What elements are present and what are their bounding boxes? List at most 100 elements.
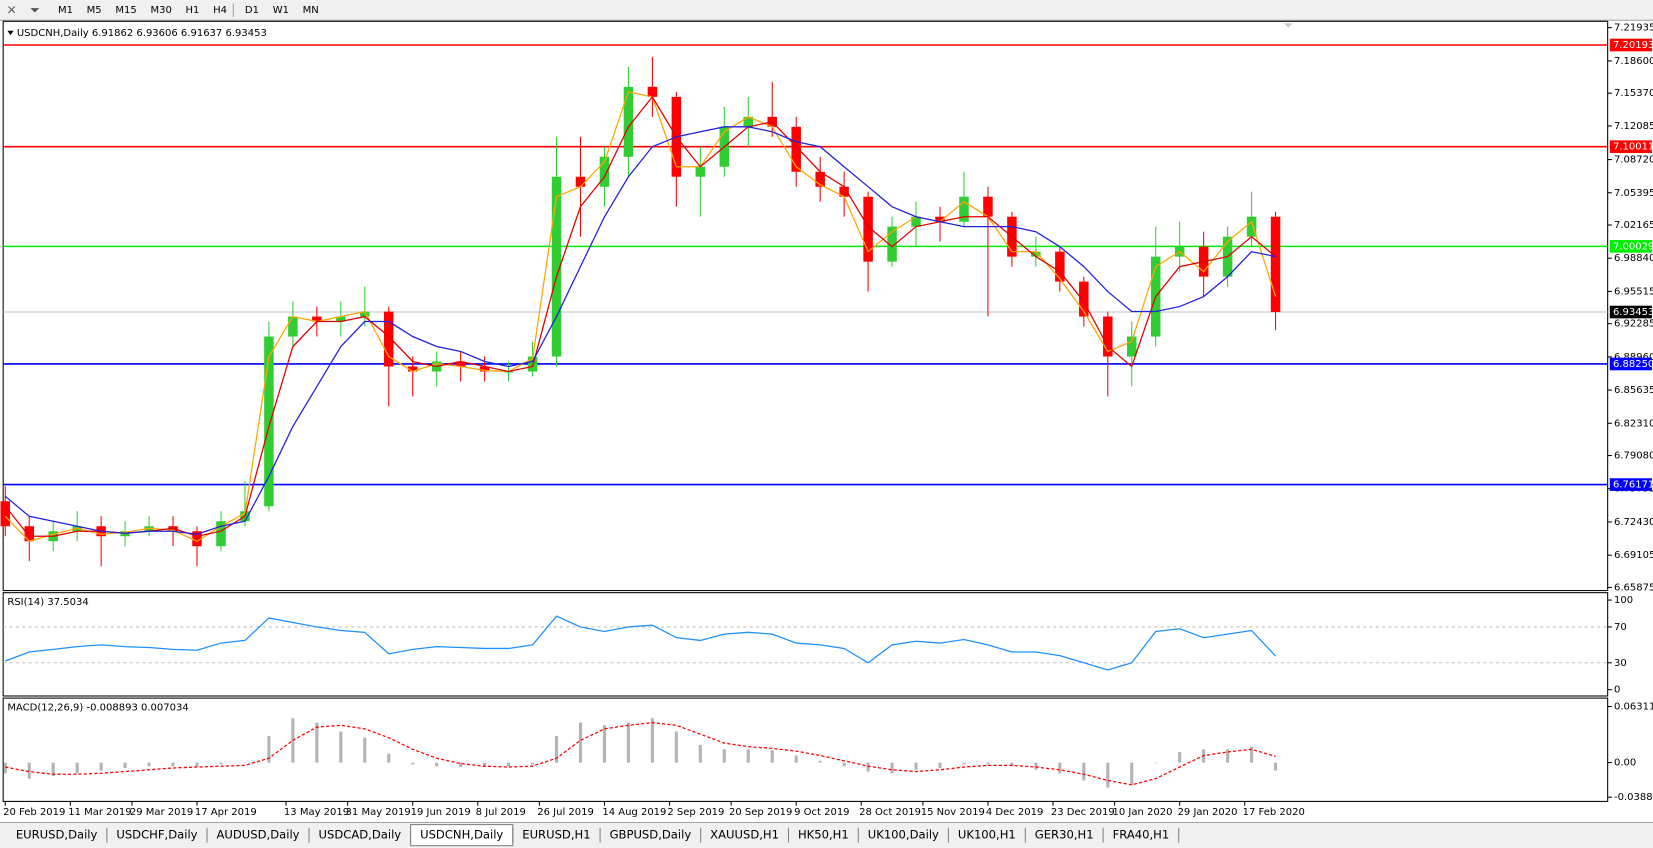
- x-tick-label: 8 Jul 2019: [476, 807, 526, 818]
- histogram-bar: [243, 762, 247, 764]
- histogram-bar: [435, 762, 439, 767]
- x-tick-label: 17 Apr 2019: [195, 807, 257, 818]
- collapse-arrow[interactable]: [7, 30, 14, 35]
- tab[interactable]: EURUSD,Daily: [16, 828, 98, 842]
- x-tick-label: 13 May 2019: [284, 807, 349, 818]
- candle-body: [0, 501, 11, 527]
- x-tick-label: 28 Oct 2019: [859, 807, 921, 818]
- y-tick-label: 70: [1614, 622, 1627, 633]
- histogram-bar: [1154, 762, 1158, 764]
- histogram-bar: [986, 762, 990, 765]
- y-tick-label: 6.98840: [1614, 253, 1653, 264]
- candle-body: [1246, 216, 1257, 237]
- histogram-bar: [962, 762, 966, 765]
- last-price-label: 6.93453: [1613, 307, 1653, 318]
- histogram-bar: [411, 762, 415, 765]
- x-tick-label: 2 Sep 2019: [667, 807, 724, 818]
- candle-body: [336, 316, 346, 322]
- candle-body: [288, 316, 298, 337]
- x-tick-label: 23 Dec 2019: [1051, 807, 1115, 818]
- histogram-bar: [219, 762, 223, 765]
- toolbar: [0, 0, 1653, 21]
- tab[interactable]: GER30,H1: [1035, 828, 1094, 842]
- histogram-bar: [578, 722, 583, 763]
- tab[interactable]: UK100,H1: [958, 828, 1016, 842]
- rsi-title: RSI(14) 37.5034: [7, 597, 88, 608]
- timeframe-button[interactable]: M1: [58, 5, 73, 16]
- candle-body: [695, 166, 706, 177]
- histogram-bar: [1249, 746, 1254, 763]
- candle-body: [1103, 316, 1113, 357]
- candle-body: [815, 171, 825, 187]
- timeframe-button[interactable]: H1: [186, 5, 200, 16]
- tab[interactable]: USDCHF,Daily: [116, 828, 197, 842]
- candle-body: [935, 216, 945, 222]
- histogram-bar: [1130, 762, 1134, 785]
- tab-active[interactable]: USDCNH,Daily: [420, 828, 503, 842]
- histogram-bar: [554, 735, 559, 763]
- indicator-line: [5, 615, 1277, 671]
- x-tick-label: 10 Jan 2020: [1113, 807, 1173, 818]
- candle-body: [407, 366, 418, 372]
- tab[interactable]: AUDUSD,Daily: [216, 828, 299, 842]
- tab[interactable]: FRA40,H1: [1113, 828, 1170, 842]
- timeframe-button[interactable]: H4: [213, 5, 227, 16]
- y-tick-label: 7.02165: [1614, 220, 1653, 231]
- timeframe-button[interactable]: M5: [87, 5, 102, 16]
- tab[interactable]: USDCAD,Daily: [319, 828, 402, 842]
- indicator-line: [5, 722, 1276, 786]
- candle-body: [647, 86, 658, 97]
- tab[interactable]: UK100,Daily: [868, 828, 939, 842]
- histogram-bar: [866, 762, 870, 772]
- level-label-box: [1609, 357, 1652, 371]
- histogram-bar: [938, 762, 942, 768]
- histogram-bar: [890, 762, 894, 774]
- candle-body: [623, 86, 634, 157]
- histogram-bar: [387, 753, 391, 763]
- candle-body: [743, 116, 754, 127]
- histogram-bar: [315, 722, 319, 763]
- timeframe-button[interactable]: D1: [245, 5, 259, 16]
- y-tick-label: 6.72430: [1614, 517, 1653, 528]
- x-tick-label: 4 Dec 2019: [986, 807, 1044, 818]
- y-tick-label: 6.65875: [1614, 582, 1653, 593]
- histogram-bar: [842, 762, 846, 767]
- tab[interactable]: GBPUSD,Daily: [610, 828, 692, 842]
- toolbar-icon[interactable]: [8, 6, 40, 14]
- candle-body: [479, 366, 490, 372]
- histogram-bar: [1178, 751, 1182, 763]
- y-tick-label: 0.00: [1614, 758, 1636, 769]
- tab[interactable]: XAUUSD,H1: [710, 828, 779, 842]
- histogram-bar: [770, 750, 774, 763]
- candle-body: [1031, 251, 1041, 257]
- candle-body: [839, 186, 849, 197]
- candle-body: [887, 226, 897, 262]
- timeframe-button[interactable]: M30: [150, 5, 171, 16]
- x-tick-label: 20 Feb 2019: [3, 807, 65, 818]
- histogram-bar: [794, 755, 798, 763]
- scroll-marker: [1284, 23, 1293, 28]
- candle-body: [1055, 251, 1065, 282]
- timeframe-button[interactable]: MN: [303, 5, 319, 16]
- last-price-box: [1609, 305, 1652, 319]
- y-tick-label: 7.18600: [1614, 56, 1653, 67]
- histogram-bar: [1226, 749, 1230, 763]
- timeframe-button[interactable]: W1: [273, 5, 289, 16]
- y-tick-label: 7.08720: [1614, 155, 1653, 166]
- tab[interactable]: EURUSD,H1: [522, 828, 590, 842]
- y-tick-label: 7.12085: [1614, 121, 1653, 132]
- tab[interactable]: HK50,H1: [798, 828, 849, 842]
- histogram-bar: [1010, 762, 1014, 767]
- histogram-bar: [363, 737, 367, 763]
- level-label-box: [1609, 140, 1652, 154]
- candle-body: [911, 216, 921, 227]
- histogram-bar: [818, 760, 822, 763]
- candle-body: [216, 521, 226, 547]
- timeframe-button[interactable]: M15: [115, 5, 136, 16]
- histogram-bar: [99, 762, 103, 771]
- candle-body: [599, 156, 610, 187]
- x-tick-label: 11 Mar 2019: [68, 807, 131, 818]
- candle-body: [1270, 216, 1281, 313]
- histogram-bar: [722, 749, 726, 763]
